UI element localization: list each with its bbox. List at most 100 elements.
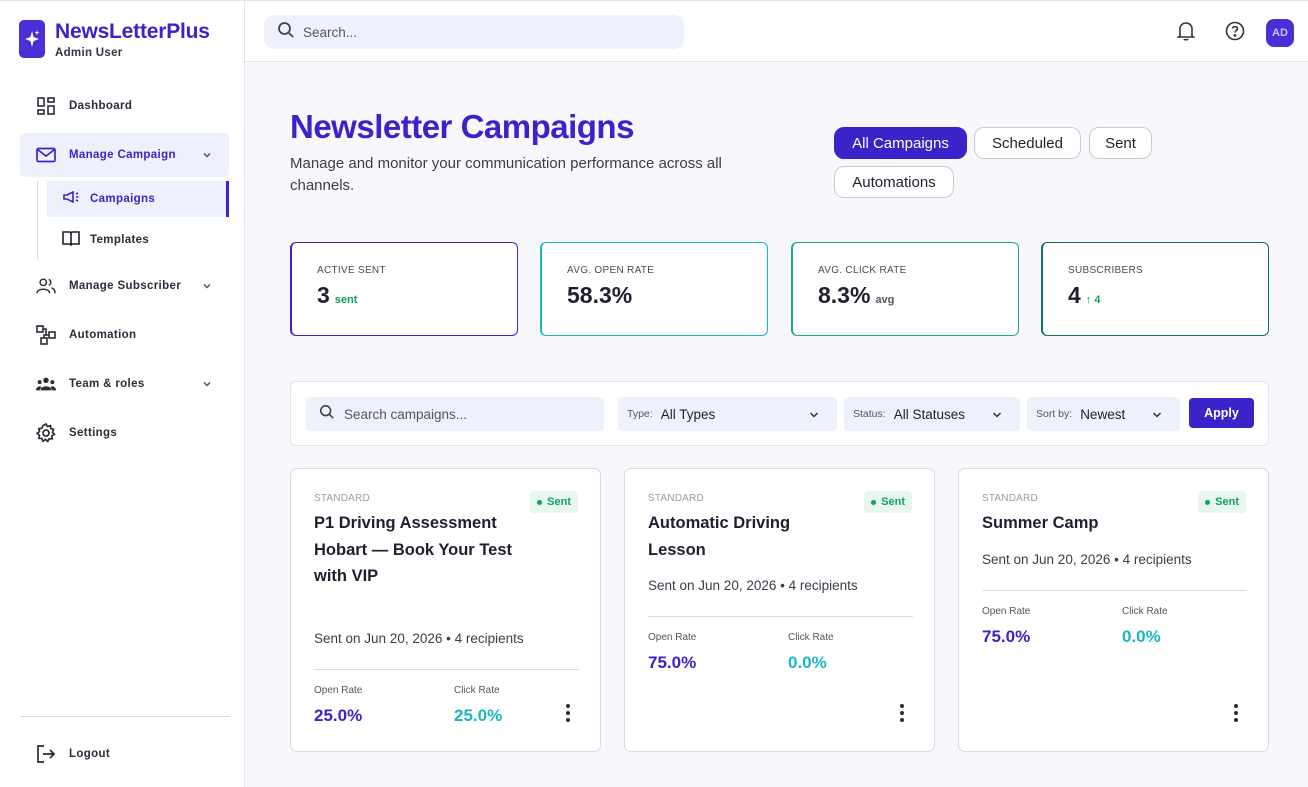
chevron-down-icon <box>201 377 213 395</box>
sort-select[interactable]: Sort by: Newest <box>1027 397 1180 431</box>
status-badge: Sent <box>864 491 912 513</box>
campaign-meta: Sent on Jun 20, 2026 • 4 recipients <box>648 578 858 593</box>
sidebar-item-manage-subscriber[interactable]: Manage Subscriber <box>20 264 229 308</box>
stat-label: AVG. CLICK RATE <box>818 265 907 276</box>
campaign-meta: Sent on Jun 20, 2026 • 4 recipients <box>314 631 524 646</box>
apply-button[interactable]: Apply <box>1189 398 1254 428</box>
card-divider <box>648 616 913 617</box>
status-badge-label: Sent <box>1215 496 1239 508</box>
avatar[interactable]: AD <box>1266 19 1294 47</box>
chevron-down-icon <box>808 408 820 426</box>
status-badge-label: Sent <box>881 496 905 508</box>
open-rate-value: 75.0% <box>982 627 1031 646</box>
sidebar-item-campaigns[interactable]: Campaigns <box>47 181 229 217</box>
stat-label: ACTIVE SENT <box>317 265 386 276</box>
sidebar: NewsLetterPlus Admin User Dashboard Mana… <box>0 0 245 787</box>
tab-sent[interactable]: Sent <box>1089 127 1152 159</box>
click-rate-label: Click Rate <box>454 685 500 696</box>
click-rate-label: Click Rate <box>1122 606 1168 617</box>
tab-all-campaigns[interactable]: All Campaigns <box>834 127 967 159</box>
open-rate-label: Open Rate <box>982 606 1031 617</box>
open-rate-label: Open Rate <box>314 685 363 696</box>
campaign-type: STANDARD <box>982 493 1038 504</box>
sidebar-item-dashboard[interactable]: Dashboard <box>20 84 229 128</box>
stat-unit: ↑ 4 <box>1085 294 1101 306</box>
chevron-down-icon <box>1151 408 1163 426</box>
brand-name: NewsLetterPlus <box>55 20 210 43</box>
stat-unit: avg <box>875 294 895 306</box>
stat-value: 8.3% <box>818 282 871 308</box>
card-divider <box>982 590 1247 591</box>
users-icon <box>36 276 56 296</box>
sidebar-item-label: Logout <box>69 748 111 760</box>
search-input[interactable] <box>303 24 663 40</box>
campaign-card[interactable]: STANDARD Sent Summer Camp Sent on Jun 20… <box>958 468 1269 752</box>
sidebar-item-label: Manage Campaign <box>69 149 176 161</box>
logout-icon <box>36 744 56 764</box>
status-badge: Sent <box>530 491 578 513</box>
page-subtitle: Manage and monitor your communication pe… <box>290 155 722 194</box>
automation-icon <box>36 325 56 345</box>
status-badge: Sent <box>1198 491 1246 513</box>
brand: NewsLetterPlus Admin User <box>19 20 210 59</box>
sort-value: Newest <box>1080 406 1126 422</box>
campaign-title[interactable]: Summer Camp <box>982 514 1099 532</box>
help-icon[interactable] <box>1223 19 1247 43</box>
dashboard-icon <box>36 96 56 116</box>
sidebar-item-logout[interactable]: Logout <box>20 732 229 776</box>
status-label: Status: <box>853 408 886 420</box>
type-value: All Types <box>660 406 716 422</box>
more-options-icon[interactable] <box>1232 704 1240 722</box>
type-select[interactable]: Type: All Types <box>618 397 837 431</box>
status-value: All Statuses <box>893 406 965 422</box>
chevron-down-icon <box>991 408 1003 426</box>
sparkle-logo-icon <box>19 20 45 58</box>
sidebar-item-automation[interactable]: Automation <box>20 313 229 357</box>
gear-icon <box>36 423 56 443</box>
campaign-search-input[interactable] <box>344 406 594 422</box>
open-rate-value: 75.0% <box>648 653 697 672</box>
sidebar-item-label: Team & roles <box>69 378 145 390</box>
sidebar-item-label: Campaigns <box>90 193 156 205</box>
status-select[interactable]: Status: All Statuses <box>844 397 1020 431</box>
tab-scheduled[interactable]: Scheduled <box>974 127 1081 159</box>
bell-icon[interactable] <box>1174 19 1198 43</box>
click-rate-value: 0.0% <box>1122 627 1161 646</box>
more-options-icon[interactable] <box>564 704 572 722</box>
type-label: Type: <box>627 408 653 420</box>
mail-icon <box>36 145 56 165</box>
tab-automations[interactable]: Automations <box>834 166 954 198</box>
chevron-down-icon <box>201 279 213 297</box>
campaign-title[interactable]: P1 Driving Assessment Hobart — Book Your… <box>314 514 513 585</box>
campaign-card[interactable]: STANDARD Sent Automatic Driving Lesson S… <box>624 468 935 752</box>
sidebar-item-label: Dashboard <box>69 100 133 112</box>
subnav-line <box>37 181 38 259</box>
book-icon <box>62 230 80 251</box>
open-rate-value: 25.0% <box>314 706 363 725</box>
stat-card-subscribers: SUBSCRIBERS 4 ↑ 4 <box>1041 242 1269 336</box>
global-search[interactable] <box>264 15 684 49</box>
campaign-search[interactable] <box>306 397 604 431</box>
sidebar-item-label: Templates <box>90 234 150 246</box>
page-title: Newsletter Campaigns <box>290 108 634 145</box>
stat-value: 58.3% <box>567 282 633 308</box>
campaign-title[interactable]: Automatic Driving Lesson <box>648 514 791 559</box>
stat-label: AVG. OPEN RATE <box>567 265 655 276</box>
stat-card-open-rate: AVG. OPEN RATE 58.3% <box>540 242 768 336</box>
sort-label: Sort by: <box>1036 408 1073 420</box>
topbar: AD <box>245 0 1308 62</box>
click-rate-value: 25.0% <box>454 706 503 725</box>
stat-card-active-sent: ACTIVE SENT 3 sent <box>290 242 518 336</box>
card-divider <box>314 669 579 670</box>
stat-value: 4 <box>1068 282 1081 308</box>
search-icon <box>319 404 335 425</box>
more-options-icon[interactable] <box>898 704 906 722</box>
sidebar-item-settings[interactable]: Settings <box>20 411 229 455</box>
stat-card-click-rate: AVG. CLICK RATE 8.3% avg <box>791 242 1019 336</box>
team-icon <box>36 374 56 394</box>
campaign-card[interactable]: STANDARD Sent P1 Driving Assessment Hoba… <box>290 468 601 752</box>
sidebar-item-templates[interactable]: Templates <box>47 222 229 258</box>
sidebar-item-manage-campaign[interactable]: Manage Campaign <box>20 133 229 177</box>
sidebar-item-team-roles[interactable]: Team & roles <box>20 362 229 406</box>
campaign-type: STANDARD <box>314 493 370 504</box>
